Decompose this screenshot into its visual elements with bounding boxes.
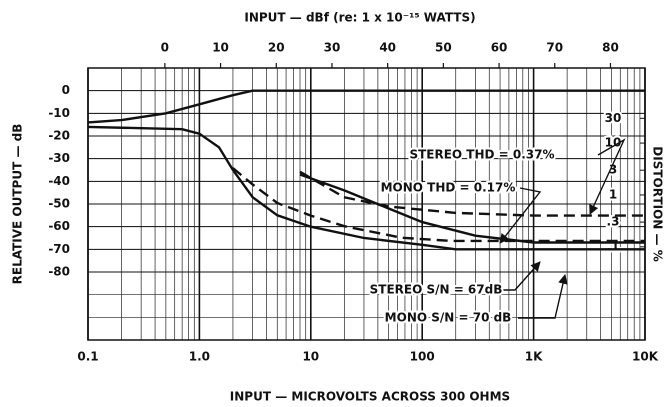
y-tick-label: -50	[48, 197, 70, 211]
leader-arrow	[589, 138, 626, 215]
x2-tick-label: 30	[324, 41, 341, 55]
y-tick-label: -40	[48, 174, 70, 188]
y2-tick-label lab: 10	[605, 136, 622, 150]
annotation: MONO S/N = 70 dB	[385, 311, 512, 325]
x2-tick-label: 10	[212, 41, 229, 55]
leader-arrow	[500, 261, 541, 291]
y-axis-title: RELATIVE OUTPUT — dB	[11, 124, 25, 285]
dashed-line	[299, 170, 645, 217]
dashed-line	[232, 167, 645, 243]
y2-axis-title: DISTORTION — %	[651, 146, 665, 261]
y-tick-label: 0	[62, 83, 70, 97]
x2-tick-label: 50	[435, 41, 452, 55]
y-tick-label: -20	[48, 129, 70, 143]
x2-tick-label: 0	[161, 41, 169, 55]
x2-tick-label: 60	[491, 41, 508, 55]
x-tick-label: 100	[410, 350, 435, 364]
y-tick-label: -80	[48, 265, 70, 279]
x-tick-label: 0.1	[77, 350, 98, 364]
x2-tick-label: 80	[602, 41, 619, 55]
annotation: STEREO S/N = 67dB	[370, 283, 503, 297]
y-tick-label: -60	[48, 219, 70, 233]
x-tick-label: 1K	[525, 350, 543, 364]
y2-tick-label lab: 3	[609, 163, 617, 177]
x2-tick-label: 20	[268, 41, 285, 55]
line	[87, 89, 645, 124]
leader-arrow	[518, 274, 568, 319]
annotation: MONO THD = 0.17%	[381, 181, 516, 195]
leader-arrow	[499, 187, 542, 244]
x-axis-title: INPUT — MICROVOLTS ACROSS 300 OHMS	[230, 390, 510, 404]
x-tick-label: 10	[302, 350, 319, 364]
y-tick-label: -10	[48, 106, 70, 120]
y-tick-label: -30	[48, 151, 70, 165]
line	[299, 173, 645, 244]
x-tick-label: 1.0	[189, 350, 210, 364]
y2-tick-label lab: 1	[609, 187, 617, 201]
line	[87, 125, 645, 251]
y2-tick-label lab: 30	[605, 111, 622, 125]
x2-tick-label: 40	[379, 41, 396, 55]
x2-tick-label: 70	[546, 41, 563, 55]
y-tick-label: -70	[48, 242, 70, 256]
annotation: STEREO THD = 0.37%	[409, 148, 554, 162]
y2-tick-label lab: .3	[607, 215, 620, 229]
top-axis-title: INPUT — dBf (re: 1 x 10⁻¹⁵ WATTS)	[244, 11, 475, 25]
x-tick-label: 10K	[632, 350, 659, 364]
